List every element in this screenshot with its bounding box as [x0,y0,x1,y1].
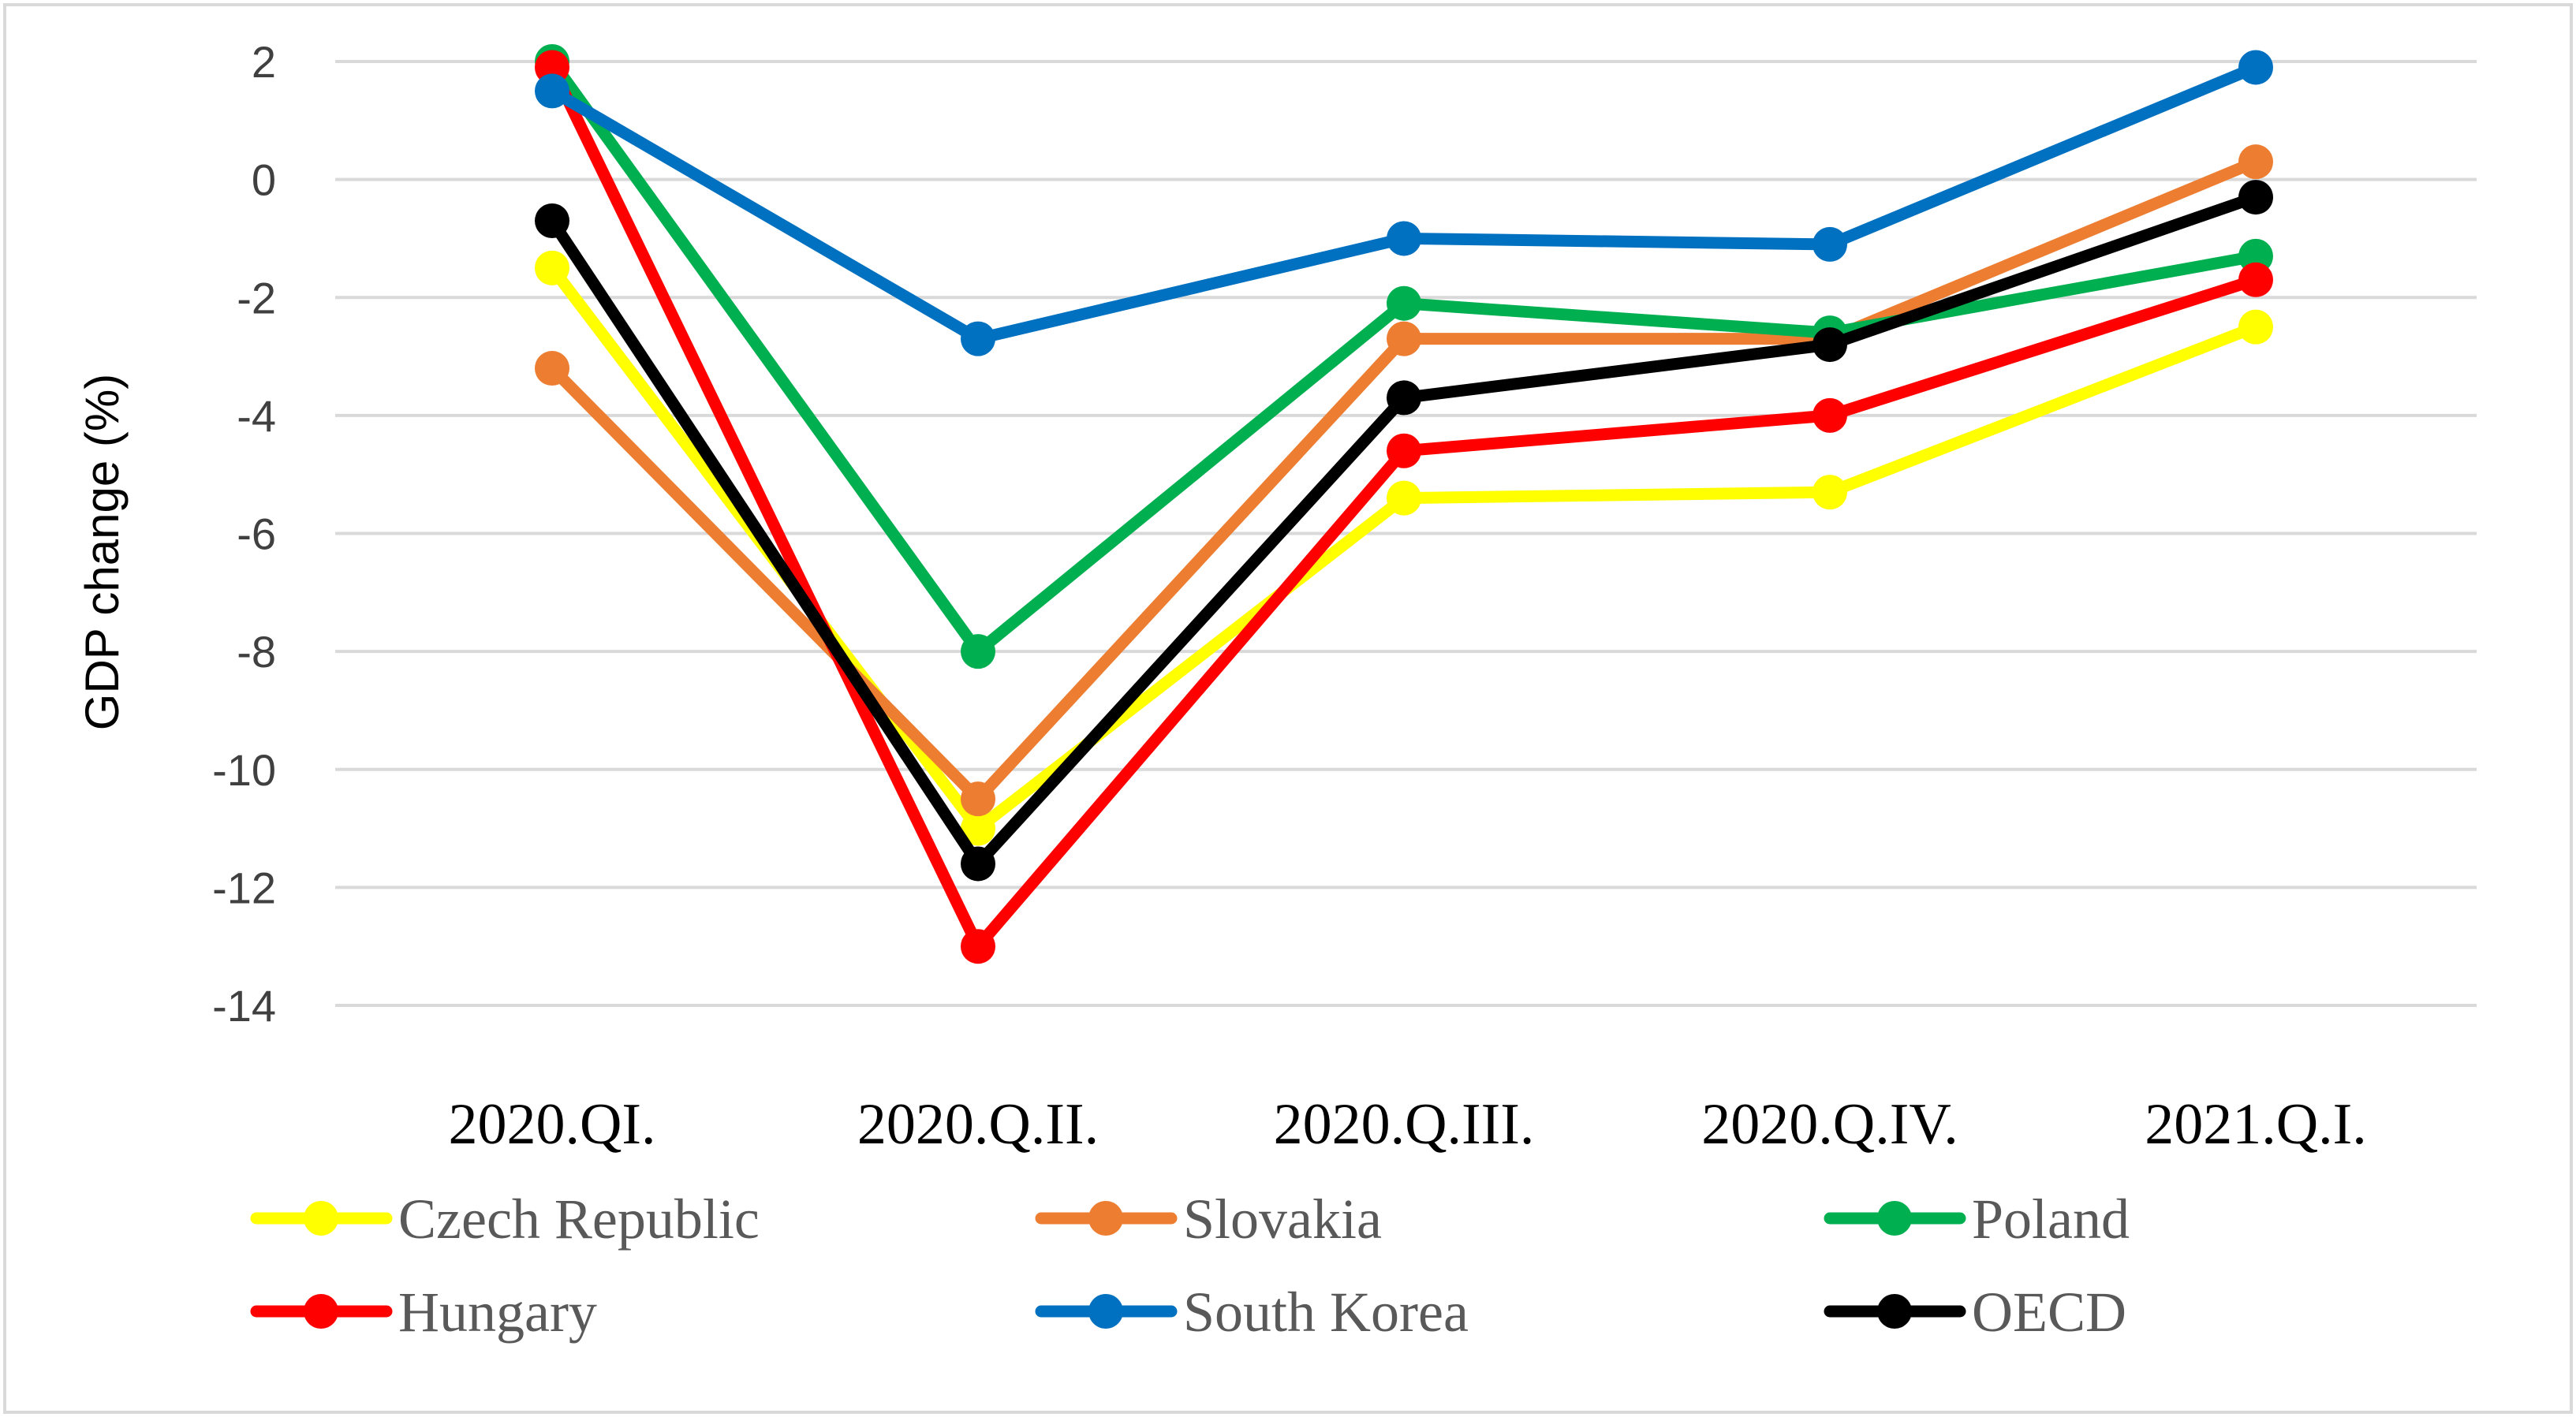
data-point-3-4 [2238,262,2273,297]
legend-label-0: Czech Republic [398,1188,760,1251]
data-point-5-4 [2238,180,2273,215]
legend-swatch-marker-4 [1088,1294,1123,1329]
y-tick-label-2: -2 [237,273,276,323]
x-category-label-0: 2020.QI. [448,1092,655,1157]
data-point-3-1 [961,929,995,964]
legend-label-1: Slovakia [1183,1188,1382,1251]
data-point-1-4 [2238,144,2273,180]
y-tick-label-1: 0 [252,155,276,205]
series-5 [535,180,2273,882]
data-point-5-1 [961,846,995,882]
legend-label-3: Hungary [398,1281,597,1344]
y-tick-label-5: -8 [237,627,276,677]
y-axis-title: GDP change (%) [76,374,129,730]
series-4 [535,50,2273,356]
data-point-1-1 [961,781,995,817]
data-point-4-0 [535,73,569,109]
legend-label-5: OECD [1972,1281,2126,1344]
data-point-2-1 [961,634,995,669]
legend-label-4: South Korea [1183,1281,1469,1344]
legend-item-2: Poland [1824,1188,2130,1251]
x-category-label-1: 2020.Q.II. [857,1092,1099,1157]
data-point-0-1 [961,811,995,846]
x-category-label-2: 2020.Q.III. [1274,1092,1535,1157]
x-category-label-4: 2021.Q.I. [2145,1092,2367,1157]
data-point-5-0 [535,203,569,238]
data-point-4-4 [2238,50,2273,85]
data-point-2-2 [1387,285,1421,321]
y-tick-label-3: -4 [237,391,276,441]
legend-swatch-marker-5 [1877,1294,1912,1329]
legend-item-4: South Korea [1035,1281,1469,1344]
data-point-4-1 [961,321,995,356]
legend-item-3: Hungary [250,1281,597,1344]
data-point-0-3 [1813,475,1847,510]
legend-item-1: Slovakia [1035,1188,1382,1251]
data-point-0-2 [1387,480,1421,516]
data-point-3-2 [1387,433,1421,468]
data-point-1-2 [1387,321,1421,356]
legend: Czech Republic Slovakia Poland Hungary South… [250,1188,2130,1344]
y-tick-label-6: -10 [212,745,276,795]
legend-item-0: Czech Republic [250,1188,760,1251]
data-point-4-3 [1813,226,1847,262]
y-tick-label-8: -14 [212,981,276,1031]
legend-swatch-marker-3 [304,1294,338,1329]
y-axis-ticks: 2 0 -2 -4 -6 -8 -10 -12 -14 [212,37,276,1031]
legend-swatch-marker-1 [1088,1201,1123,1236]
series-lines [535,44,2273,964]
y-tick-label-4: -6 [237,509,276,559]
y-tick-label-7: -12 [212,863,276,912]
data-point-0-0 [535,250,569,285]
data-point-1-0 [535,351,569,386]
x-category-label-3: 2020.Q.IV. [1701,1092,1958,1157]
gridlines [335,60,2477,1007]
legend-swatch-marker-0 [304,1201,338,1236]
data-point-4-2 [1387,221,1421,256]
legend-label-2: Poland [1972,1188,2130,1251]
data-point-0-4 [2238,309,2273,345]
data-point-5-3 [1813,327,1847,363]
data-point-5-2 [1387,380,1421,416]
data-point-3-3 [1813,397,1847,433]
legend-item-5: OECD [1824,1281,2126,1344]
legend-swatch-marker-2 [1877,1201,1912,1236]
x-axis-categories: 2020.QI. 2020.Q.II. 2020.Q.III. 2020.Q.IV. 2… [448,1092,2366,1157]
y-tick-label-0: 2 [252,37,276,87]
